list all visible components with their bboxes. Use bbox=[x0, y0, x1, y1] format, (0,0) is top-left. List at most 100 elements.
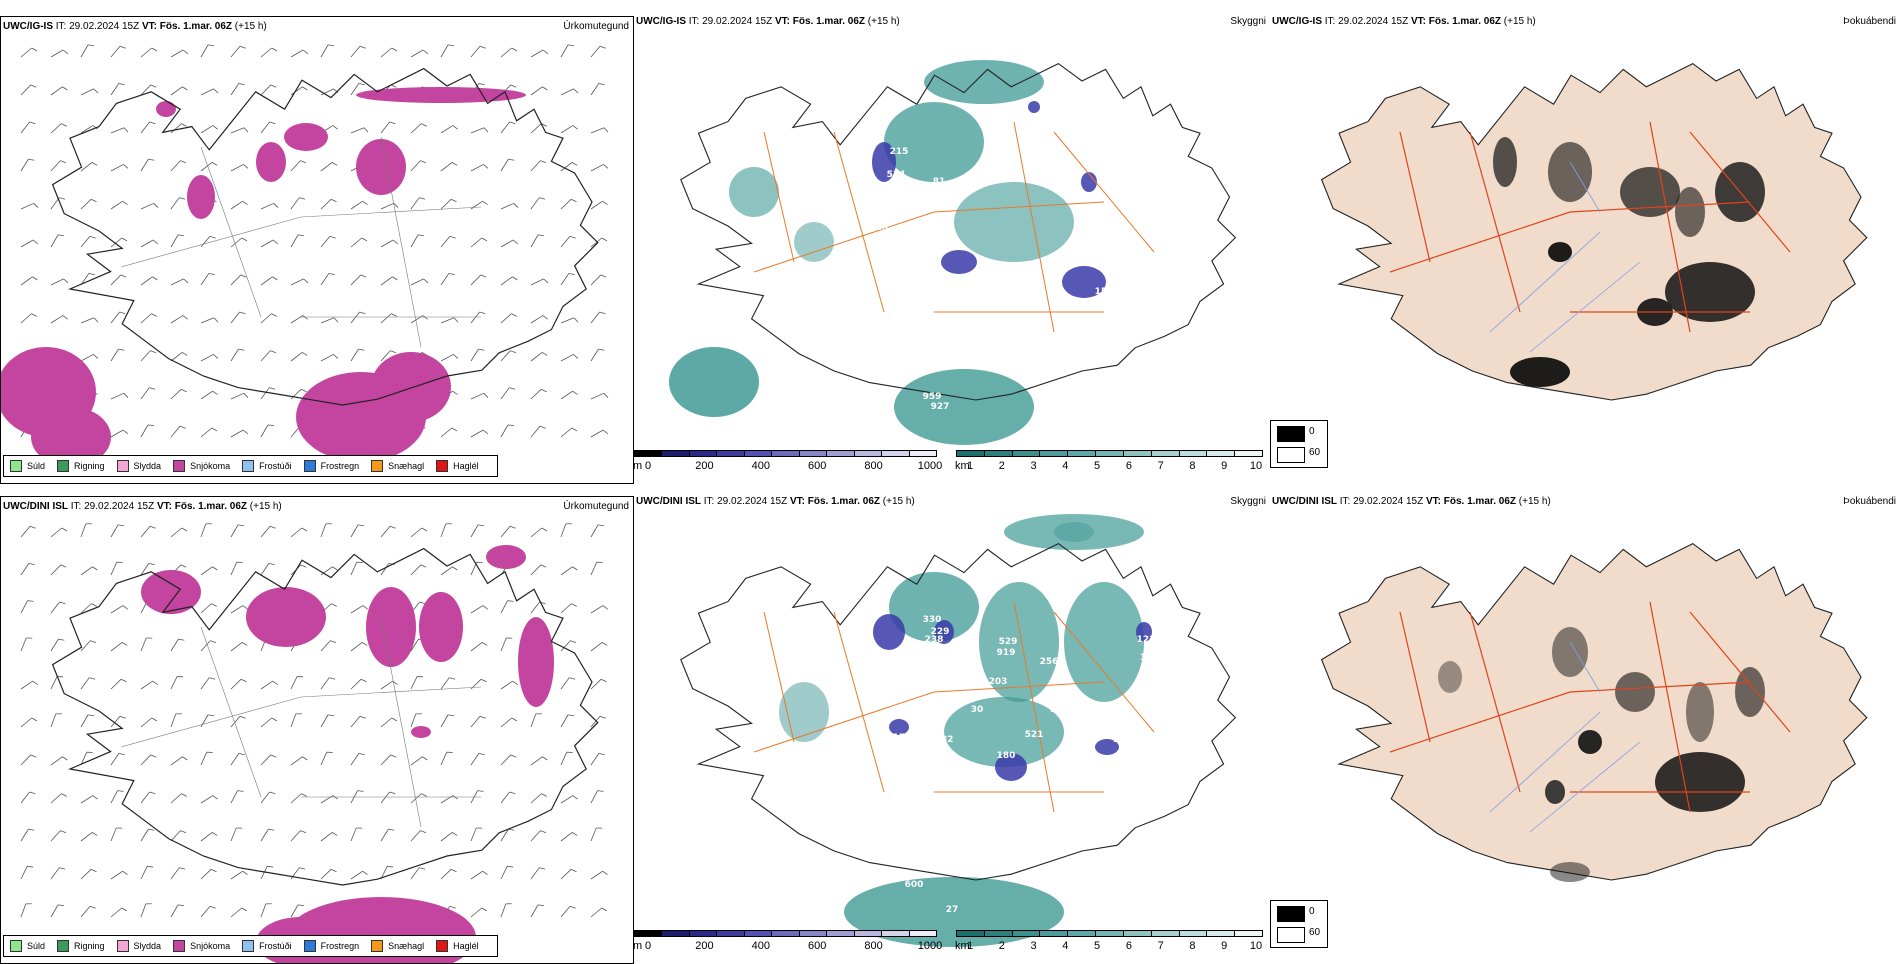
wind-barb-flag bbox=[150, 792, 156, 794]
colorbar-tick: 200 bbox=[695, 940, 713, 952]
wind-barb-flag bbox=[238, 349, 244, 350]
legend-swatch bbox=[371, 940, 383, 952]
wind-barb-flag bbox=[92, 162, 97, 165]
wind-barb bbox=[351, 275, 361, 285]
wind-barb-flag bbox=[122, 908, 127, 911]
cloud-base-label: 229 bbox=[1048, 755, 1067, 765]
colorbar-segment bbox=[1012, 450, 1041, 457]
wind-barb-flag bbox=[601, 679, 606, 682]
wind-barb bbox=[291, 794, 301, 803]
wind-barb bbox=[321, 678, 329, 689]
cloud-base-label: 16 bbox=[1140, 653, 1153, 663]
vis-area bbox=[1054, 522, 1094, 542]
wind-barb bbox=[321, 318, 334, 323]
legend-item: Frostregn bbox=[304, 940, 360, 952]
wind-barb-flag bbox=[31, 314, 36, 317]
wind-barb bbox=[411, 565, 421, 575]
wind-barb-flag bbox=[180, 831, 186, 833]
colorbar-segment bbox=[956, 930, 985, 937]
colorbar-tick: 0 bbox=[645, 940, 651, 952]
wind-barb bbox=[591, 275, 601, 285]
wind-barb-flag bbox=[270, 351, 276, 353]
wind-barb-flag bbox=[118, 525, 124, 526]
colorbar-tick: 2 bbox=[999, 940, 1005, 952]
wind-barb bbox=[321, 199, 331, 209]
wind-barb-flag bbox=[482, 642, 487, 645]
colorbar-segment bbox=[799, 930, 827, 937]
wind-barb-flag bbox=[392, 718, 397, 721]
wind-barb bbox=[381, 681, 393, 689]
wind-barb-flag bbox=[602, 908, 607, 911]
wind-barb bbox=[441, 524, 446, 537]
wind-barb bbox=[81, 236, 90, 247]
wind-barb bbox=[291, 161, 300, 171]
wind-barb bbox=[441, 832, 452, 841]
wind-barb bbox=[471, 871, 483, 879]
wind-barb-flag bbox=[301, 389, 306, 392]
legend-label: Frostúði bbox=[259, 461, 292, 471]
wind-barb bbox=[261, 351, 270, 361]
fog-area bbox=[1552, 627, 1588, 677]
wind-barb-flag bbox=[214, 318, 218, 322]
wind-barb bbox=[291, 528, 302, 537]
wind-barb-flag bbox=[391, 314, 396, 317]
fog-area bbox=[1655, 752, 1745, 812]
wind-barb-flag bbox=[392, 277, 397, 280]
wind-barb bbox=[321, 796, 333, 803]
wind-barb bbox=[81, 524, 86, 537]
wind-barb bbox=[171, 639, 178, 651]
colorbar-segment bbox=[1151, 450, 1180, 457]
wind-barb bbox=[201, 752, 207, 765]
wind-barb-flag bbox=[120, 312, 126, 314]
wind-barb bbox=[291, 352, 302, 361]
wind-barb-flag bbox=[90, 641, 96, 643]
wind-barb bbox=[51, 676, 57, 689]
wind-barb bbox=[591, 679, 601, 689]
wind-barb bbox=[201, 428, 212, 437]
wind-barb bbox=[471, 201, 483, 209]
colorbar-segment bbox=[1123, 450, 1152, 457]
wind-barb-flag bbox=[28, 601, 34, 602]
wind-barb-flag bbox=[483, 430, 488, 434]
wind-barb-flag bbox=[303, 50, 308, 54]
wind-barb-flag bbox=[541, 794, 546, 797]
wind-barb-flag bbox=[332, 832, 337, 835]
wind-barb-flag bbox=[448, 715, 454, 716]
cloud-base-label: 959 bbox=[923, 392, 942, 402]
wind-barb-flag bbox=[453, 354, 458, 358]
vis-area bbox=[669, 347, 759, 417]
wind-barb bbox=[111, 642, 122, 651]
wind-barb bbox=[441, 318, 454, 323]
colorbar-segment bbox=[1234, 450, 1263, 457]
colorbar-tick: 1000 bbox=[918, 460, 942, 472]
cloud-base-label: 172 bbox=[893, 733, 912, 743]
legend-item: Rigning bbox=[57, 940, 105, 952]
wind-barb bbox=[261, 240, 273, 247]
iceland-coastline bbox=[53, 69, 598, 405]
wind-barb bbox=[111, 679, 121, 689]
legend-swatch bbox=[436, 460, 448, 472]
wind-barb bbox=[171, 831, 180, 841]
wind-barb-flag bbox=[241, 679, 246, 682]
cloud-base-label: 158 bbox=[1095, 287, 1114, 297]
wind-barb-flag bbox=[32, 277, 37, 280]
cloud-base-label: 13 bbox=[1113, 735, 1126, 745]
wind-barb bbox=[141, 755, 151, 765]
wind-barb-flag bbox=[452, 567, 457, 570]
wind-barb bbox=[231, 525, 238, 537]
wind-barb bbox=[21, 277, 32, 285]
wind-barb-flag bbox=[243, 164, 248, 168]
wind-barb-flag bbox=[542, 352, 547, 355]
wind-barb bbox=[561, 126, 573, 133]
wind-barb-flag bbox=[93, 796, 98, 800]
wind-barb-flag bbox=[181, 124, 186, 127]
wind-barb-flag bbox=[124, 393, 128, 397]
colorbar-tick: 9 bbox=[1221, 940, 1227, 952]
legend-swatch bbox=[57, 940, 69, 952]
wind-barb-flag bbox=[118, 791, 124, 792]
wind-barb bbox=[261, 563, 269, 575]
low-cloud-area bbox=[873, 614, 905, 650]
wind-barb bbox=[471, 908, 482, 917]
wind-barb-flag bbox=[302, 757, 307, 760]
wind-barb bbox=[321, 832, 332, 841]
